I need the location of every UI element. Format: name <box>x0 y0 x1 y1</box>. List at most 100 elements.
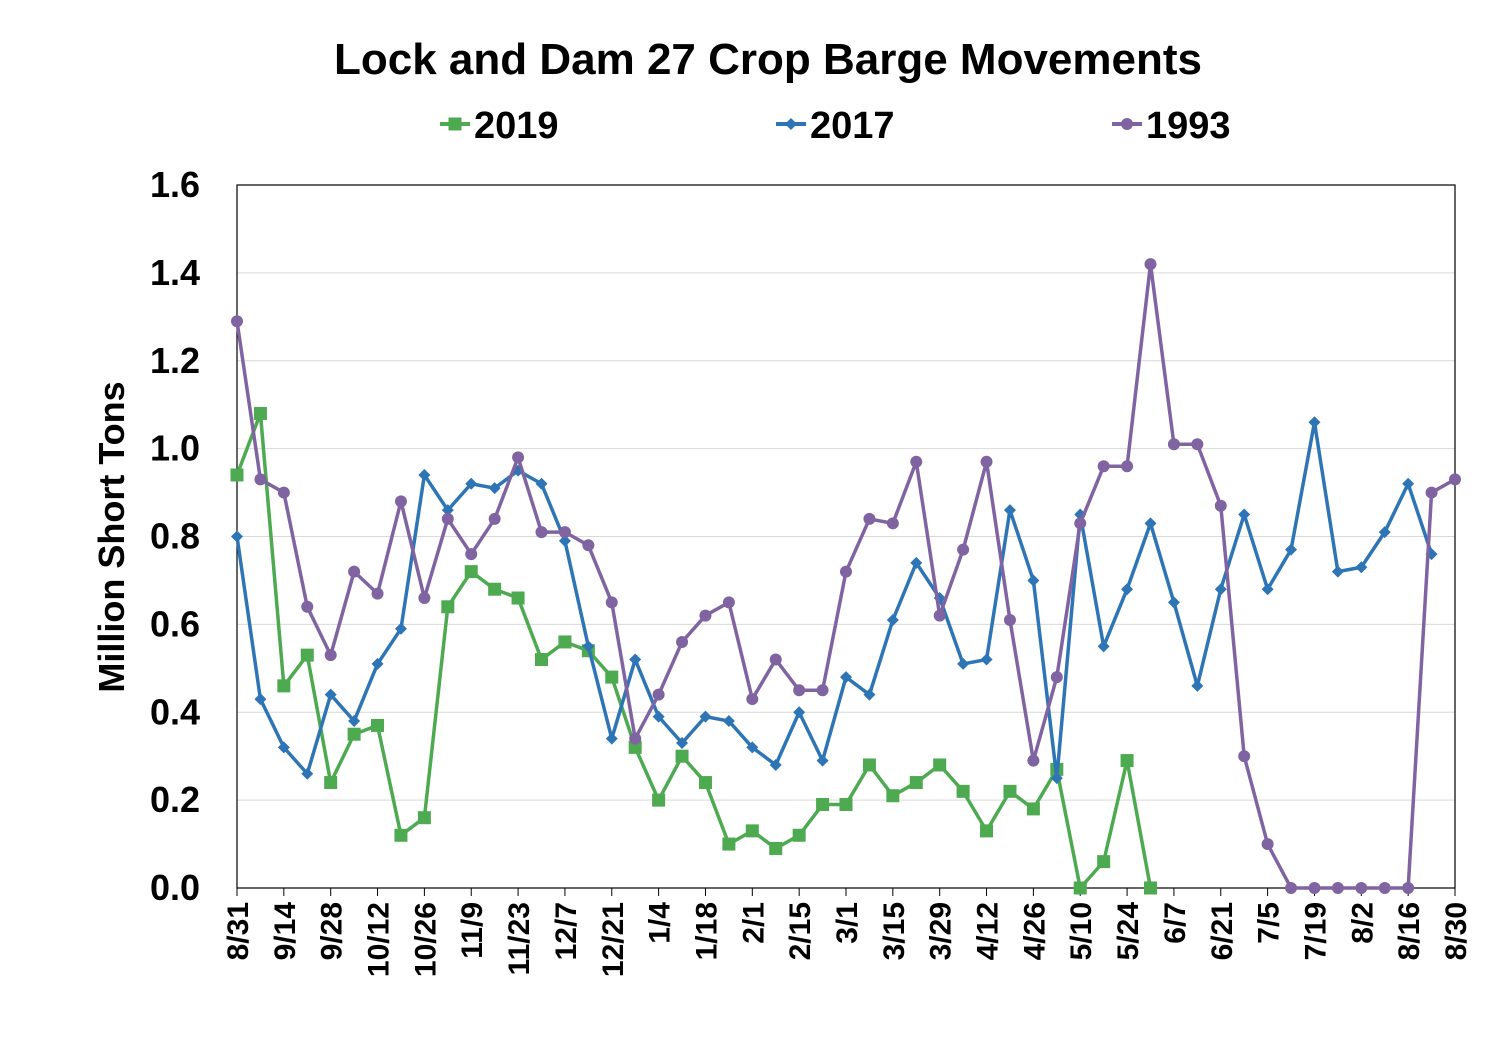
data-point-diamond <box>465 477 478 490</box>
data-point-circle <box>535 526 548 539</box>
series-1993 <box>231 258 1461 894</box>
data-point-square <box>605 670 619 684</box>
data-point-circle <box>558 526 571 539</box>
data-point-circle <box>699 609 712 622</box>
data-point-square <box>980 824 994 838</box>
data-point-diamond <box>886 613 899 626</box>
data-point-diamond <box>1027 574 1040 587</box>
data-point-circle <box>465 548 478 561</box>
data-point-diamond <box>652 710 665 723</box>
data-point-circle <box>1191 438 1204 451</box>
x-tick-label: 7/19 <box>1299 902 1332 960</box>
data-point-square <box>394 828 408 842</box>
data-point-circle <box>277 486 290 499</box>
data-point-diamond <box>605 732 618 745</box>
y-tick-label: 1.0 <box>150 428 200 469</box>
y-axis-ticks: 0.0 0.2 0.4 0.6 0.8 1.0 1.2 1.4 1.6 <box>150 164 200 908</box>
data-point-circle <box>1402 882 1415 894</box>
data-point-circle <box>1097 460 1110 473</box>
x-tick-label: 8/31 <box>222 902 255 960</box>
data-point-circle <box>933 609 946 622</box>
data-point-square <box>675 749 689 763</box>
data-point-square <box>1003 784 1017 798</box>
data-point-diamond <box>1214 583 1227 596</box>
x-tick-label: 3/15 <box>878 902 911 960</box>
data-point-diamond <box>1050 772 1063 785</box>
data-point-diamond <box>1378 526 1391 539</box>
data-point-diamond <box>254 693 267 706</box>
data-point-circle <box>348 565 361 578</box>
data-point-square <box>1073 881 1087 895</box>
series-line-2017 <box>235 420 1434 780</box>
data-point-diamond <box>1355 561 1368 574</box>
legend-label: 2019 <box>474 105 559 147</box>
x-tick-label: 6/7 <box>1159 902 1192 944</box>
data-point-circle <box>886 517 899 530</box>
data-point-diamond <box>1121 583 1134 596</box>
data-point-square <box>1026 802 1040 816</box>
data-point-circle <box>1003 613 1016 626</box>
data-point-diamond <box>629 653 642 666</box>
data-point-circle <box>231 315 243 328</box>
data-point-square <box>886 789 900 803</box>
data-point-square <box>441 600 455 614</box>
data-point-diamond <box>418 468 431 481</box>
data-point-diamond <box>582 640 595 653</box>
x-tick-label: 5/24 <box>1112 902 1145 961</box>
y-tick-label: 0.4 <box>150 691 200 732</box>
data-point-square <box>488 582 502 596</box>
data-point-circle <box>324 649 337 662</box>
data-point-circle <box>980 455 993 468</box>
data-point-square <box>448 117 462 131</box>
data-point-circle <box>1214 499 1227 512</box>
data-point-square <box>698 776 712 790</box>
data-point-diamond <box>910 556 923 569</box>
data-point-diamond <box>1331 565 1344 578</box>
data-point-diamond <box>785 118 797 130</box>
x-tick-label: 1/4 <box>644 902 677 944</box>
data-point-diamond <box>1167 596 1180 609</box>
data-point-square <box>464 565 478 579</box>
data-point-circle <box>1308 882 1321 894</box>
data-point-diamond <box>746 741 759 754</box>
data-point-square <box>909 776 923 790</box>
data-point-diamond <box>441 504 454 517</box>
data-point-diamond <box>535 477 548 490</box>
data-point-circle <box>1285 882 1298 894</box>
x-tick-label: 10/26 <box>409 902 442 977</box>
legend: 2019 2017 1993 <box>440 105 1231 147</box>
x-tick-label: 8/2 <box>1346 902 1379 944</box>
data-point-circle <box>1238 750 1251 763</box>
data-point-circle <box>301 600 314 613</box>
data-point-diamond <box>558 534 571 547</box>
data-point-square <box>628 740 642 754</box>
y-tick-label: 0.8 <box>150 516 200 557</box>
data-point-diamond <box>324 688 337 701</box>
y-tick-label: 0.0 <box>150 867 200 908</box>
data-point-diamond <box>1191 679 1204 692</box>
data-point-circle <box>1121 460 1134 473</box>
data-point-circle <box>605 596 618 609</box>
data-point-circle <box>957 543 970 556</box>
data-point-diamond <box>371 657 384 670</box>
legend-item-2019: 2019 <box>440 105 559 147</box>
data-point-circle <box>863 512 876 525</box>
y-tick-label: 0.6 <box>150 603 200 644</box>
y-tick-label: 1.6 <box>150 164 200 205</box>
data-point-circle <box>1355 882 1368 894</box>
gridlines <box>237 184 1455 801</box>
data-point-diamond <box>348 715 361 728</box>
data-point-circle <box>816 684 829 697</box>
x-tick-label: 3/29 <box>925 902 958 960</box>
data-point-diamond <box>394 622 407 635</box>
legend-label: 1993 <box>1146 105 1231 147</box>
y-tick-label: 0.2 <box>150 779 200 820</box>
data-point-circle <box>1167 438 1180 451</box>
data-point-diamond <box>769 758 782 771</box>
series-line-2019 <box>235 411 1153 890</box>
x-tick-label: 9/28 <box>316 902 349 960</box>
x-tick-label: 4/12 <box>972 902 1005 960</box>
data-point-diamond <box>699 710 712 723</box>
data-point-diamond <box>231 530 243 543</box>
